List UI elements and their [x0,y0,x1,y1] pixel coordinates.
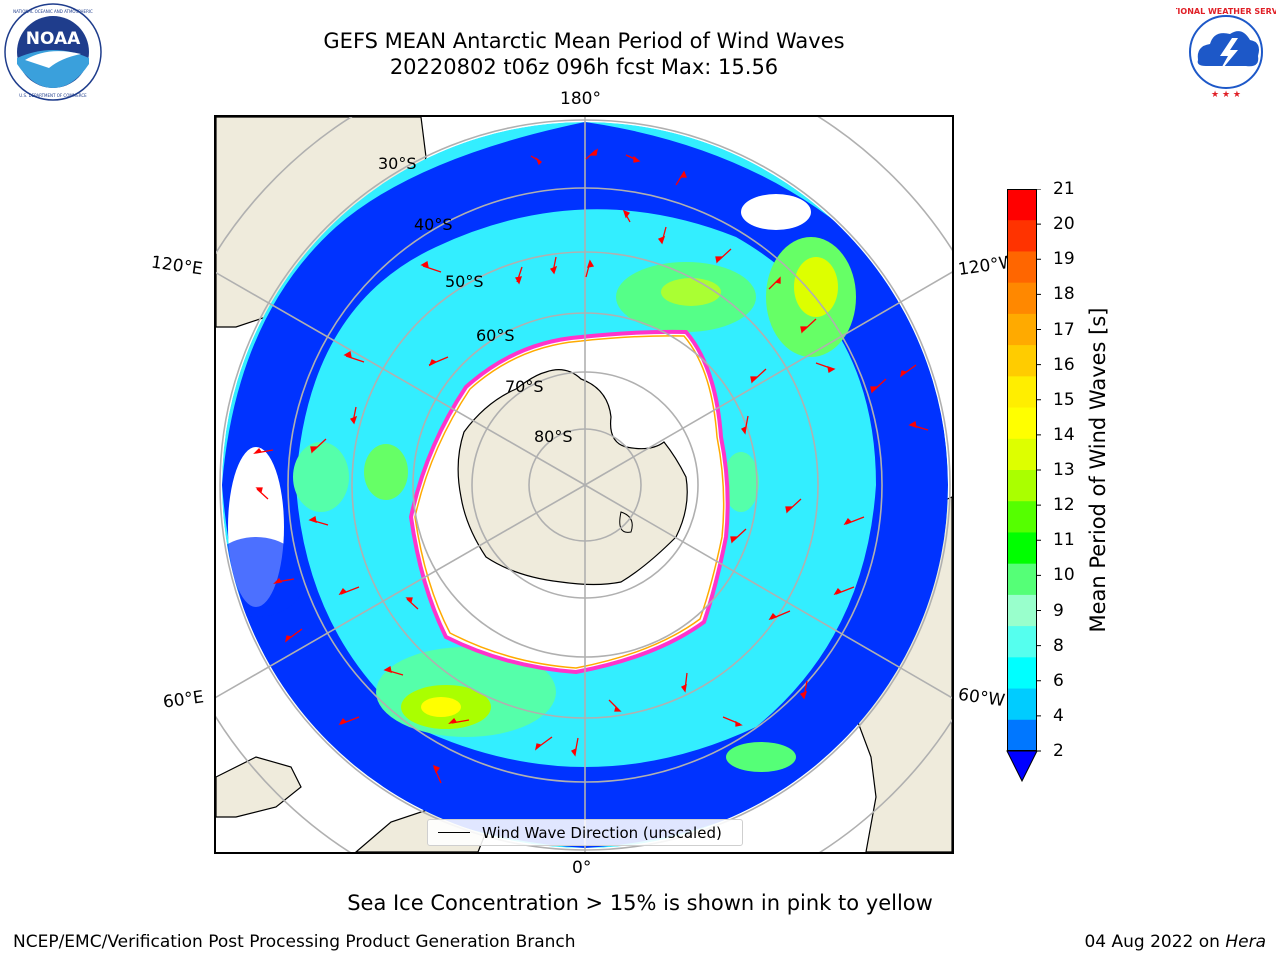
colorbar-band [1007,376,1037,409]
colorbar-band [1007,189,1037,221]
date-stamp: 04 Aug 2022 on Hera [1084,932,1266,952]
legend-line-swatch [438,832,470,833]
colorbar-tick-label: 6 [1053,670,1064,691]
chart-title: GEFS MEAN Antarctic Mean Period of Wind … [323,29,845,53]
colorbar-label: Mean Period of Wind Waves [s] [1086,307,1110,633]
colorbar-band [1007,594,1037,627]
sea-ice-footnote: Sea Ice Concentration > 15% is shown in … [347,891,933,915]
colorbar-band [1007,251,1037,284]
lon-label-120e: 120°E [149,252,204,280]
colorbar-tick-label: 18 [1053,284,1075,305]
colorbar-tick-label: 21 [1053,179,1075,199]
colorbar-band [1007,282,1037,315]
colorbar-tick-label: 2 [1053,741,1064,761]
colorbar-extend-triangle [1006,750,1038,783]
colorbar-tick-label: 13 [1053,460,1075,480]
colorbar-tick-label: 20 [1053,214,1075,235]
svg-text:NATIONAL OCEANIC AND ATMOSPHER: NATIONAL OCEANIC AND ATMOSPHERIC [13,9,93,14]
graticule [216,117,952,852]
lon-label-60w: 60°W [956,684,1007,712]
colorbar-tick-label: 16 [1053,354,1075,375]
colorbar-band [1007,438,1037,471]
nws-logo-text: NATIONAL WEATHER SERVICE [1176,7,1276,16]
lon-label-180: 180° [560,89,601,109]
lat-label-40s: 40°S [414,215,453,234]
chart-subtitle: 20220802 t06z 096h fcst Max: 15.56 [389,55,779,79]
noaa-logo: NOAA NATIONAL OCEANIC AND ATMOSPHERIC U.… [4,3,102,101]
lat-label-70s: 70°S [505,377,544,396]
lat-label-60s: 60°S [476,326,515,345]
colorbar-band [1007,501,1037,533]
colorbar-band [1007,313,1037,346]
svg-text:★ ★ ★: ★ ★ ★ [1211,90,1241,100]
colorbar-band [1007,407,1037,440]
noaa-logo-text: NOAA [26,29,81,49]
map-legend: Wind Wave Direction (unscaled) [427,819,743,846]
polar-map: 30°S 40°S 50°S 60°S 70°S 80°S [214,115,954,854]
lon-label-0: 0° [572,858,592,878]
svg-text:U.S. DEPARTMENT OF COMMERCE: U.S. DEPARTMENT OF COMMERCE [19,93,87,98]
colorbar-tick-label: 14 [1053,424,1075,445]
colorbar-band [1007,563,1037,596]
polar-map-canvas: 30°S 40°S 50°S 60°S 70°S 80°S [216,117,952,852]
colorbar-tick-label: 8 [1053,635,1064,656]
colorbar-tick-label: 19 [1053,249,1075,270]
colorbar-tick-label: 17 [1053,319,1075,340]
colorbar-band [1007,657,1037,690]
lat-label-80s: 80°S [534,427,573,446]
colorbar-tick-label: 10 [1053,565,1075,586]
latitude-labels: 30°S 40°S 50°S 60°S 70°S 80°S [378,154,573,446]
colorbar-tick-label: 11 [1053,530,1075,551]
lat-label-30s: 30°S [378,154,417,173]
colorbar-tick-label: 9 [1053,600,1064,621]
lat-label-50s: 50°S [445,272,484,291]
machine-name: Hera [1225,932,1266,952]
colorbar-band [1007,470,1037,502]
nws-logo: NATIONAL WEATHER SERVICE ★ ★ ★ [1176,4,1276,100]
colorbar-band [1007,532,1037,565]
legend-label: Wind Wave Direction (unscaled) [482,823,722,842]
colorbar [1006,189,1041,783]
wave-direction-arrows [253,148,929,784]
colorbar-band [1007,719,1037,752]
colorbar-tick-label: 4 [1053,705,1064,726]
colorbar-band [1007,688,1037,721]
colorbar-band [1007,626,1037,658]
colorbar-band [1007,220,1037,252]
lon-label-60e: 60°E [161,687,206,713]
colorbar-tick-label: 15 [1053,389,1075,410]
colorbar-band [1007,345,1037,377]
colorbar-tick-label: 12 [1053,495,1075,516]
date-text: 04 Aug 2022 on [1084,932,1226,952]
credit-text: NCEP/EMC/Verification Post Processing Pr… [13,932,576,952]
